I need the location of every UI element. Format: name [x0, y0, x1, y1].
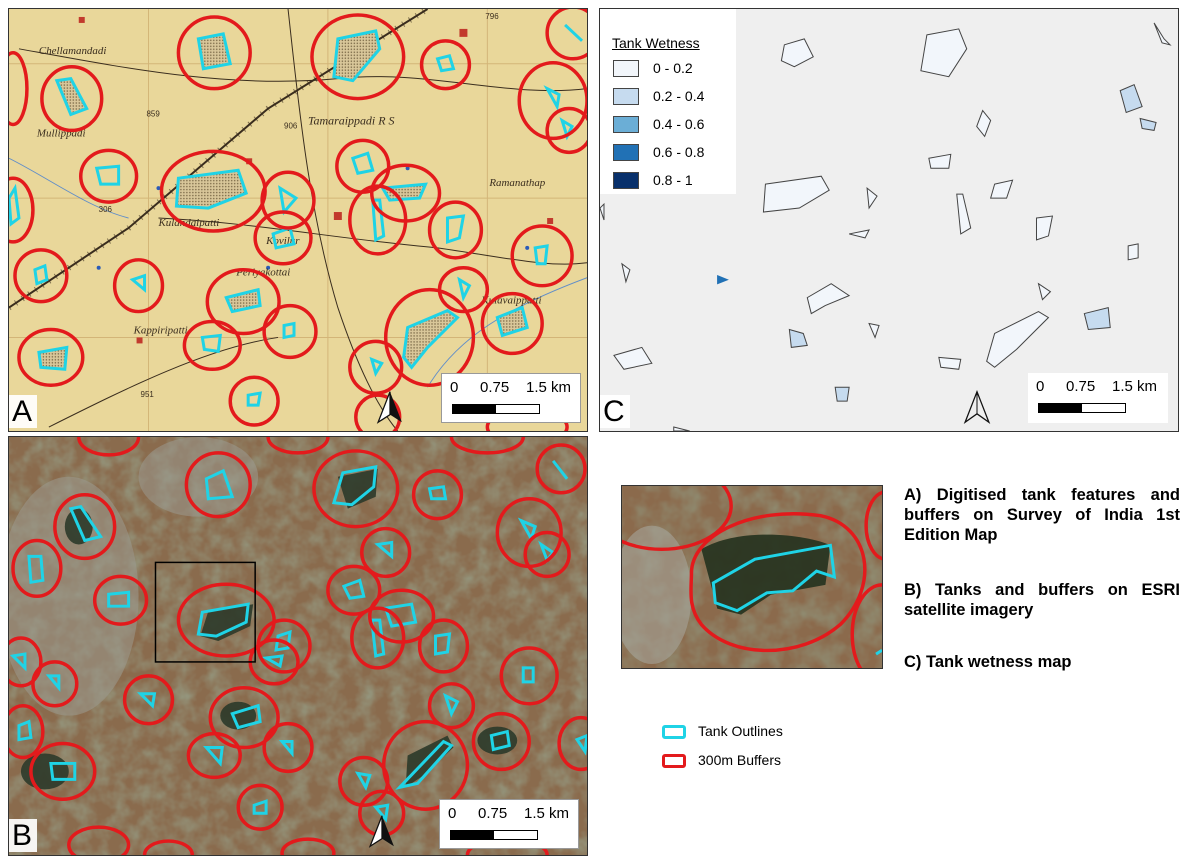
north-arrow-icon	[963, 389, 991, 425]
scale-bar-graphic	[452, 404, 540, 414]
place-label: Kovilur	[265, 235, 300, 247]
legend-swatch	[613, 60, 639, 77]
scale-tick: 1.5 km	[524, 805, 570, 822]
legend-swatch	[613, 116, 639, 133]
legend-swatch	[613, 172, 639, 189]
wetness-legend: Tank Wetness 0 - 0.2 0.2 - 0.4 0.4 - 0.6…	[600, 9, 736, 194]
scale-tick: 0.75	[478, 805, 508, 822]
scale-tick: 1.5 km	[1112, 378, 1158, 395]
scale-tick: 0	[450, 379, 459, 396]
legend-swatch	[662, 754, 686, 768]
spot-height: 906	[284, 121, 298, 130]
panel-c-wetness-map: Tank Wetness 0 - 0.2 0.2 - 0.4 0.4 - 0.6…	[599, 8, 1179, 432]
place-label: Kappiripatti	[133, 324, 188, 336]
spot-height: 796	[485, 12, 499, 21]
caption-c: C) Tank wetness map	[904, 653, 1072, 671]
panel-letter-a: A	[9, 395, 38, 428]
place-label: Chellamandadi	[39, 45, 106, 57]
place-label: Mullippadi	[36, 127, 86, 139]
inset-extent-box	[154, 561, 256, 663]
place-label: Kulandaipatti	[157, 217, 219, 229]
scale-tick: 0.75	[480, 379, 510, 396]
place-label: Periyakottai	[235, 267, 290, 279]
panel-a-toposheet-map: Chellamandadi Mullippadi Tamaraippadi R …	[8, 8, 588, 432]
legend-swatch	[613, 144, 639, 161]
toposheet-map: Chellamandadi Mullippadi Tamaraippadi R …	[9, 9, 587, 431]
spot-height: 951	[141, 390, 155, 399]
scale-bar-graphic	[1038, 403, 1126, 413]
scale-tick: 0.75	[1066, 378, 1096, 395]
scale-bar-b: 0 0.75 1.5 km	[439, 799, 579, 849]
north-arrow-icon	[376, 391, 402, 424]
scale-bar-graphic	[450, 830, 538, 840]
inset-zoom-map	[621, 485, 883, 669]
legend-title: Tank Wetness	[612, 35, 700, 51]
legend-swatch	[613, 88, 639, 105]
inset-satellite-view	[622, 486, 882, 668]
satellite-map	[9, 437, 587, 855]
scale-tick: 0	[448, 805, 457, 822]
spot-height: 306	[99, 205, 113, 214]
panel-letter-c: C	[600, 395, 630, 428]
scale-bar-a: 0 0.75 1.5 km	[441, 373, 581, 423]
scale-tick: 0	[1036, 378, 1045, 395]
scale-bar-c: 0 0.75 1.5 km	[1028, 373, 1168, 423]
place-label: Ramanathap	[488, 177, 545, 189]
scale-tick: 1.5 km	[526, 379, 572, 396]
north-arrow-icon	[368, 815, 394, 848]
place-label: Tamaraippadi R S	[308, 113, 395, 127]
spot-height: 859	[147, 109, 161, 118]
place-label: Kulavaippatti	[480, 295, 541, 307]
caption-a: A) Digitised tank features and buffers o…	[904, 486, 1180, 544]
legend-swatch	[662, 725, 686, 739]
panel-b-satellite-map: B 0 0.75 1.5 km	[8, 436, 588, 856]
caption-b: B) Tanks and buffers on ESRI satellite i…	[904, 581, 1180, 619]
panel-letter-b: B	[9, 819, 38, 852]
